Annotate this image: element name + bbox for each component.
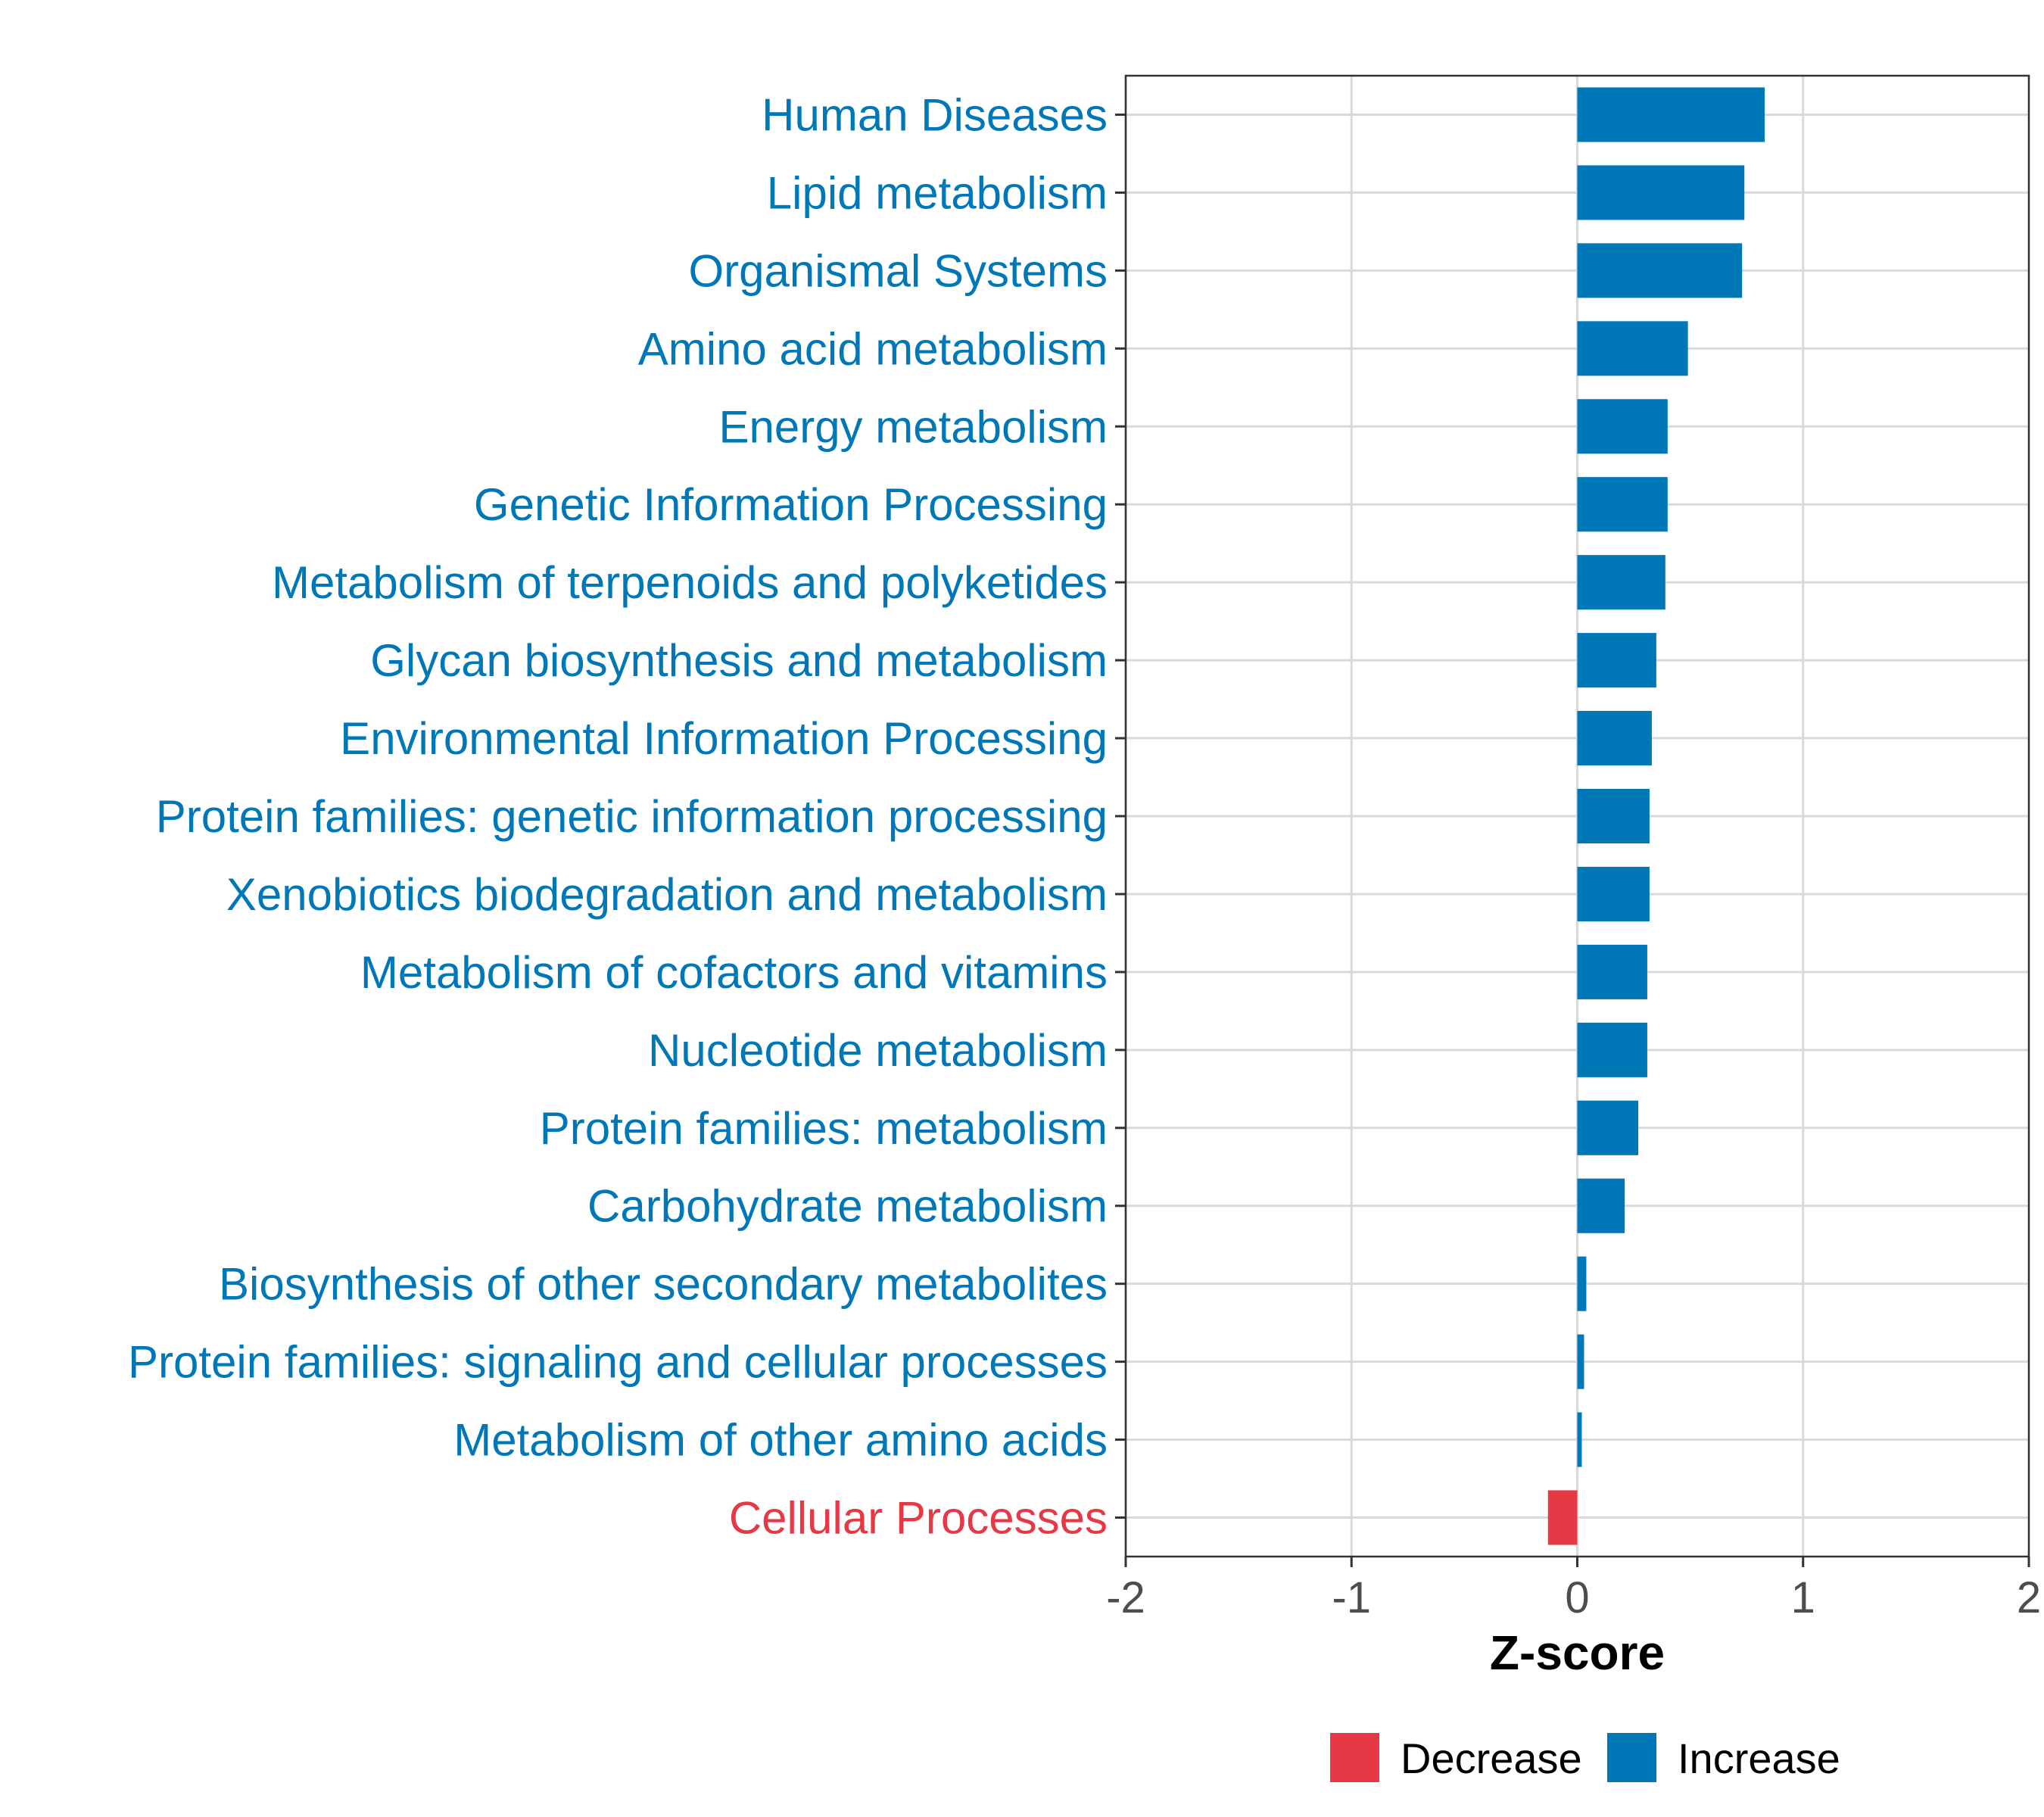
bar	[1577, 87, 1765, 142]
y-tick-label: Carbohydrate metabolism	[587, 1181, 1108, 1232]
y-tick-label: Protein families: signaling and cellular…	[128, 1337, 1108, 1388]
bar	[1577, 321, 1688, 376]
x-axis-ticks: -2 -1 0 1 2	[1106, 1557, 2041, 1622]
bar	[1577, 788, 1650, 844]
bar-layer	[1547, 87, 1765, 1545]
y-tick-label: Protein families: genetic information pr…	[156, 791, 1108, 842]
bar	[1577, 399, 1668, 454]
y-tick-label: Glycan biosynthesis and metabolism	[370, 635, 1108, 686]
bar	[1577, 1178, 1625, 1233]
bar	[1577, 1256, 1587, 1311]
bar	[1547, 1490, 1578, 1545]
y-tick-label: Lipid metabolism	[767, 167, 1108, 218]
legend-label-increase: Increase	[1678, 1734, 1840, 1782]
y-tick-label: Genetic Information Processing	[474, 479, 1108, 530]
category-labels: Human Diseases Lipid metabolism Organismal…	[128, 89, 1126, 1544]
y-tick-label: Biosynthesis of other secondary metaboli…	[219, 1259, 1108, 1310]
legend-key-increase	[1607, 1733, 1656, 1782]
y-tick-label: Amino acid metabolism	[638, 323, 1108, 374]
bar	[1577, 243, 1743, 298]
y-tick-label: Cellular Processes	[729, 1493, 1108, 1544]
x-tick-label: 1	[1791, 1573, 1815, 1622]
bar	[1577, 711, 1652, 766]
y-tick-label: Human Diseases	[762, 89, 1108, 140]
legend-label-decrease: Decrease	[1401, 1734, 1582, 1782]
y-tick-label: Xenobiotics biodegradation and metabolis…	[226, 869, 1108, 920]
y-tick-label: Energy metabolism	[718, 401, 1108, 452]
x-tick-label: -1	[1332, 1573, 1371, 1622]
x-axis-title: Z-score	[1490, 1625, 1665, 1680]
y-tick-label: Protein families: metabolism	[540, 1103, 1108, 1154]
bar	[1577, 1100, 1639, 1155]
bar	[1577, 944, 1647, 999]
y-tick-label: Metabolism of other amino acids	[453, 1415, 1108, 1466]
bar	[1577, 633, 1656, 688]
x-tick-label: -2	[1106, 1573, 1145, 1622]
bar	[1577, 477, 1668, 532]
x-tick-label: 2	[2017, 1573, 2041, 1622]
x-tick-label: 0	[1565, 1573, 1589, 1622]
bar	[1577, 555, 1665, 610]
y-tick-label: Metabolism of terpenoids and polyketides	[272, 557, 1108, 608]
legend-key-decrease	[1330, 1733, 1379, 1782]
bar	[1577, 1334, 1584, 1389]
legend: Decrease Increase	[1330, 1733, 1840, 1782]
bar	[1577, 1022, 1647, 1077]
bar	[1577, 165, 1745, 220]
y-tick-label: Nucleotide metabolism	[648, 1025, 1108, 1076]
y-tick-label: Organismal Systems	[689, 245, 1108, 296]
y-tick-label: Environmental Information Processing	[340, 713, 1108, 764]
bar	[1577, 1412, 1582, 1467]
bar	[1577, 866, 1650, 921]
y-tick-label: Metabolism of cofactors and vitamins	[360, 947, 1108, 998]
